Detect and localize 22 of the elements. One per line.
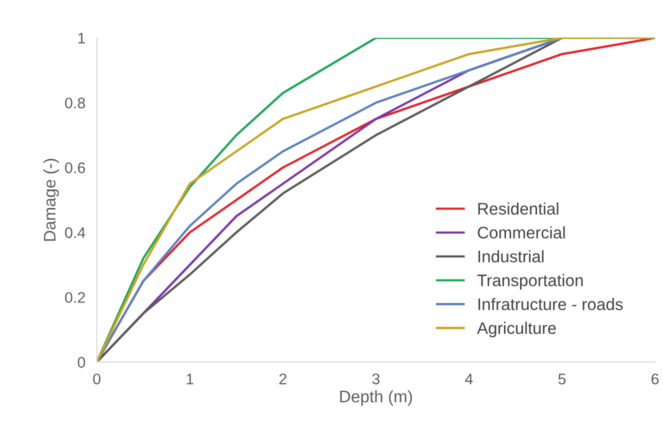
x-axis-title: Depth (m)	[340, 390, 412, 406]
legend-label: Agriculture	[476, 322, 556, 338]
x-tick-label: 1	[186, 374, 194, 384]
y-tick-label: 0.8	[65, 98, 86, 108]
y-tick-label: 0	[78, 356, 86, 368]
legend-label: Infratructure - roads	[478, 298, 623, 310]
y-tick-label: 0.6	[65, 162, 86, 174]
legend-label: Commercial	[478, 226, 565, 239]
x-tick-label: 2	[279, 374, 286, 384]
legend-label: Residential	[478, 202, 558, 215]
y-tick-label: 0.4	[65, 227, 86, 238]
legend-label: Industrial	[478, 250, 544, 262]
line-series	[96, 38, 656, 362]
x-tick-label: 3	[372, 374, 380, 384]
y-tick-label: 1	[78, 32, 85, 44]
x-tick-label: 0	[93, 374, 100, 384]
x-tick-label: 6	[652, 374, 659, 384]
y-axis-title: Damage (-)	[43, 158, 59, 241]
x-tick-label: 5	[558, 374, 566, 384]
legend-label: Transportation	[477, 274, 583, 290]
x-tick-label: 4	[465, 374, 473, 384]
y-tick-label: 0.2	[65, 292, 85, 303]
